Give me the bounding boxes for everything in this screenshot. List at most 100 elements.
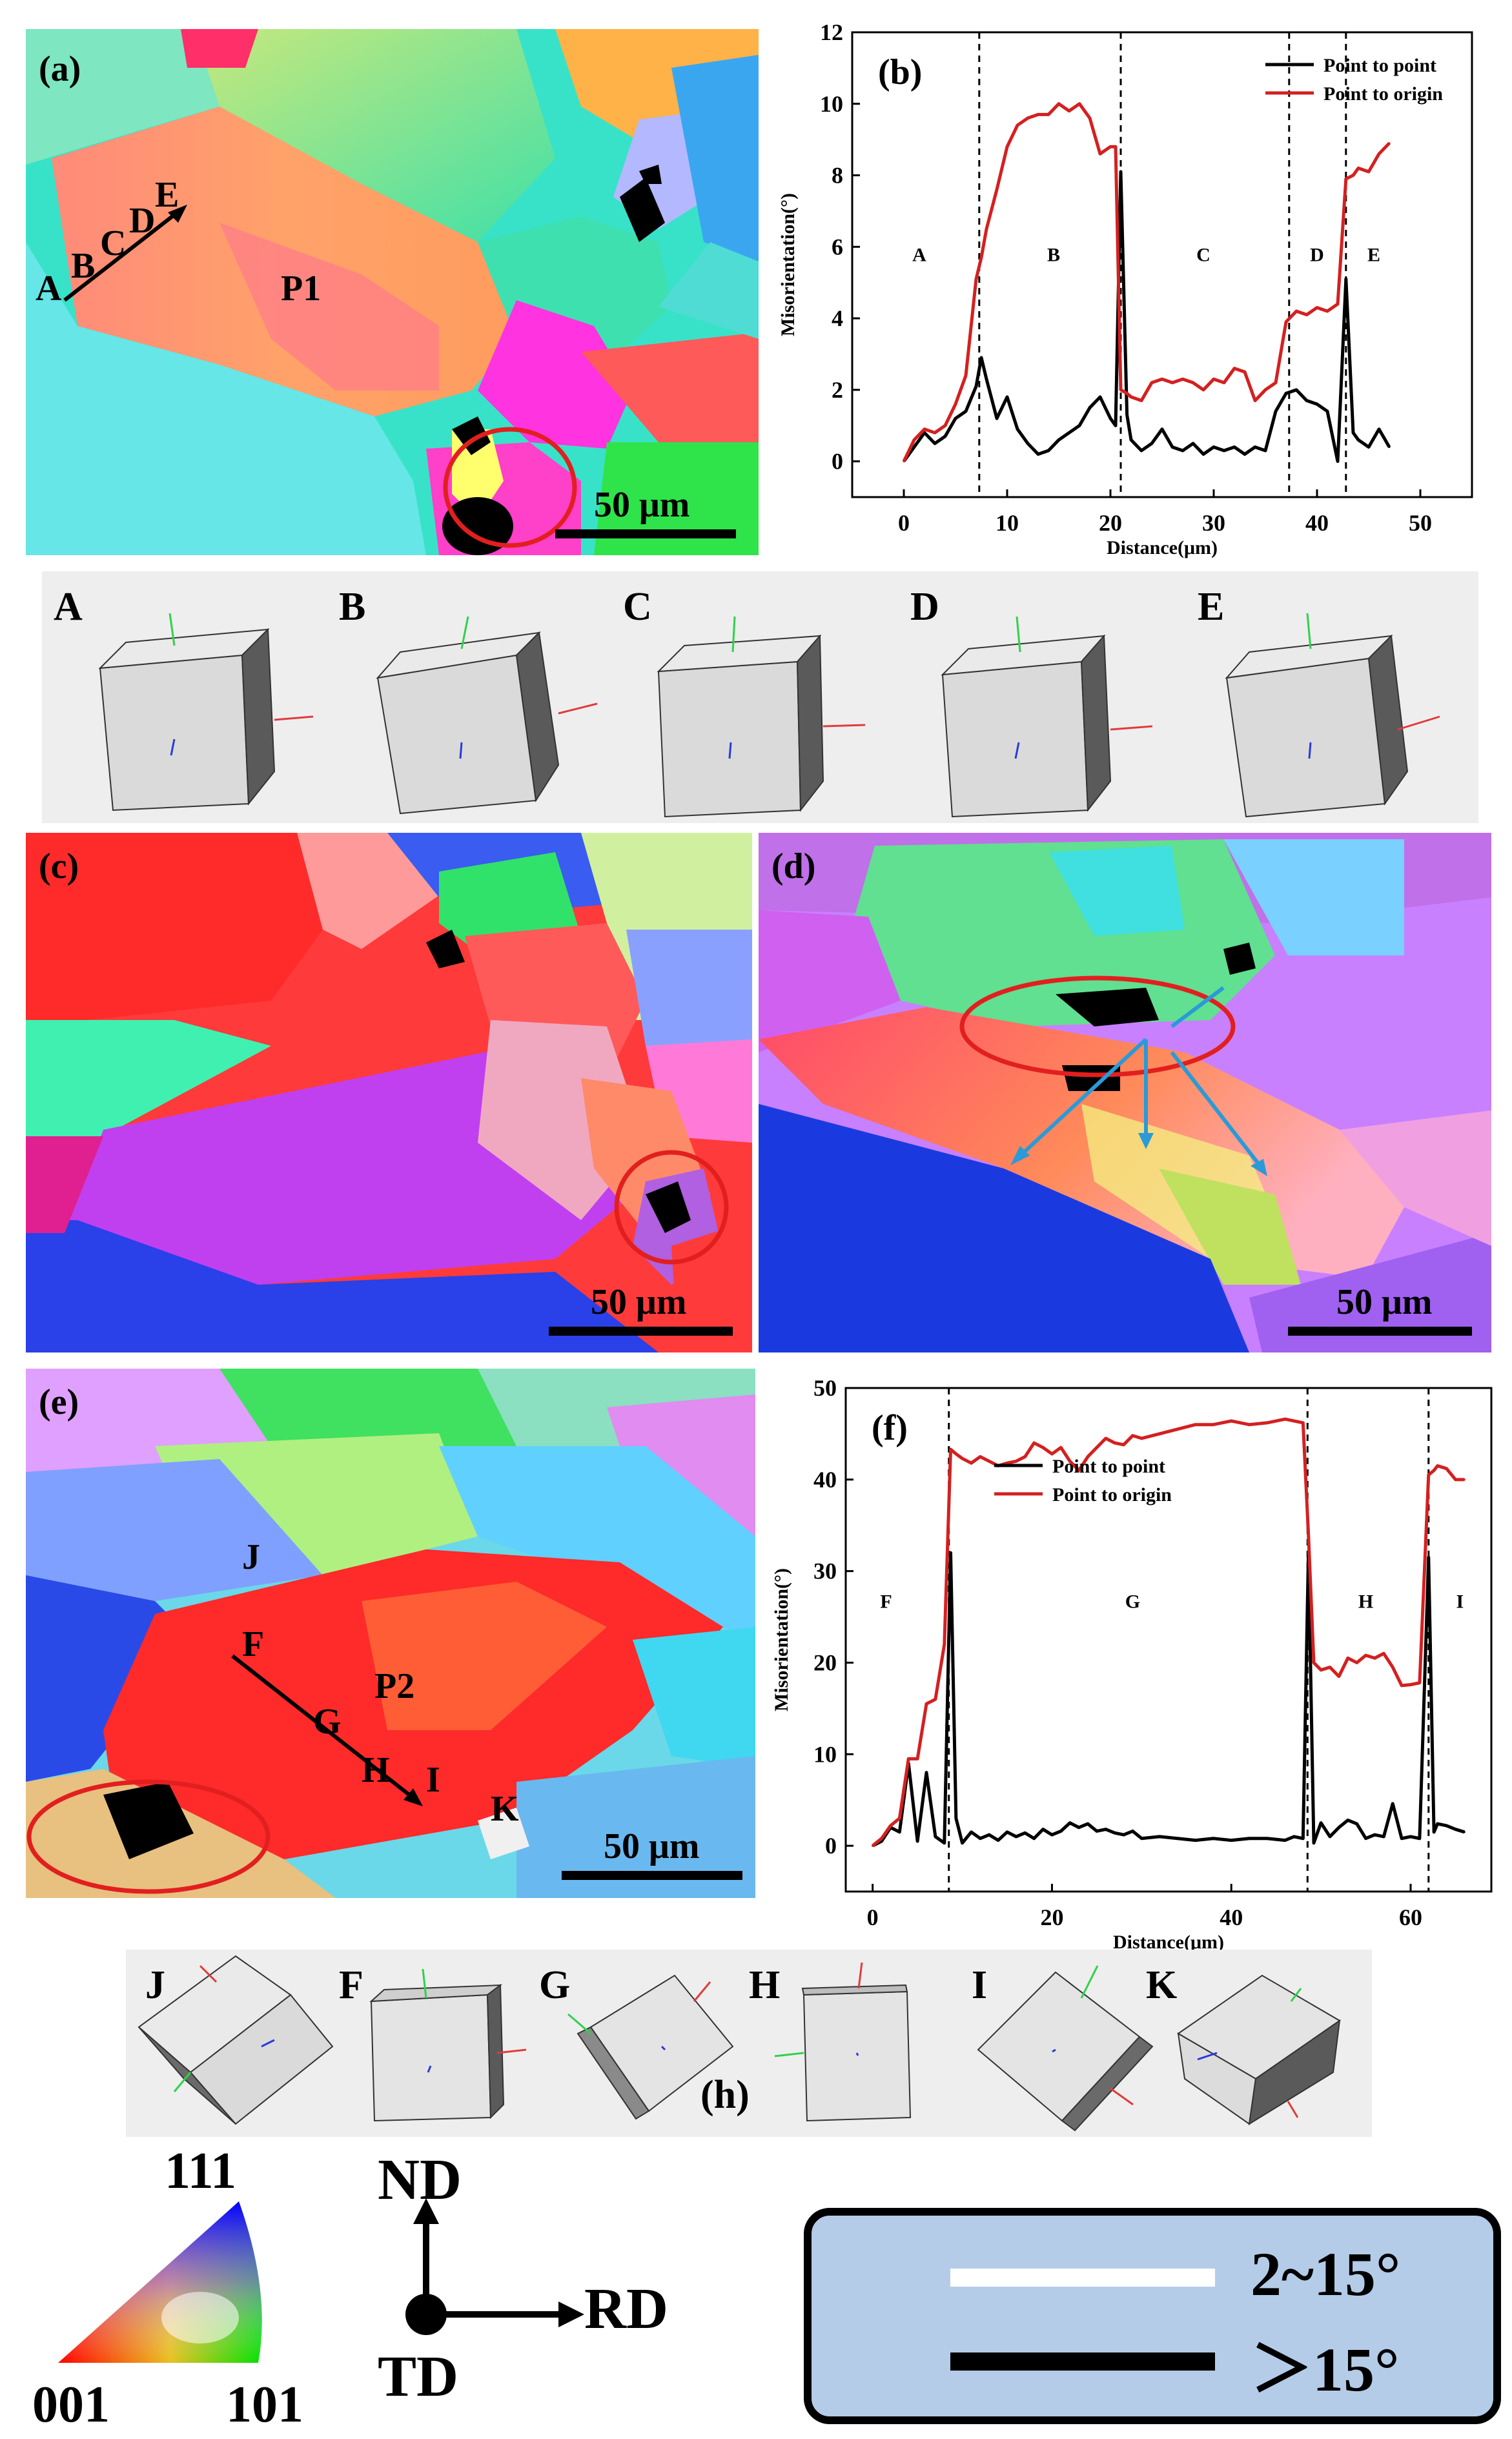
data-point bbox=[950, 1551, 952, 1554]
sample-axes: ND RD TD bbox=[362, 2148, 723, 2434]
plot-frame bbox=[844, 1387, 1493, 1893]
data-point bbox=[1329, 1835, 1331, 1838]
data-point bbox=[985, 378, 988, 380]
data-point bbox=[1254, 399, 1256, 402]
data-point bbox=[1068, 1460, 1071, 1462]
data-point bbox=[1150, 382, 1153, 384]
ebsd-map-a: A B C D E P1 50 μm (a) bbox=[26, 29, 759, 555]
data-point bbox=[1292, 1420, 1295, 1422]
data-point bbox=[907, 1757, 910, 1760]
data-point bbox=[1463, 1831, 1466, 1833]
data-point bbox=[1212, 378, 1215, 380]
data-point bbox=[1373, 1833, 1376, 1836]
series-line-point-to-point bbox=[872, 1551, 1466, 1848]
series-line-point-to-origin bbox=[872, 1417, 1465, 1848]
data-point bbox=[988, 1460, 990, 1462]
map-e-label-I: I bbox=[426, 1760, 440, 1800]
cube-label-K: K bbox=[1146, 1963, 1178, 2007]
data-point bbox=[1047, 449, 1050, 452]
data-point bbox=[1345, 278, 1347, 280]
x-tick-label: 40 bbox=[1305, 510, 1329, 536]
data-point bbox=[881, 1837, 883, 1840]
data-point bbox=[1433, 1469, 1435, 1472]
region-label: H bbox=[1358, 1591, 1373, 1612]
data-point bbox=[1338, 1826, 1340, 1829]
cube-I bbox=[977, 1965, 1154, 2132]
data-point bbox=[1006, 1462, 1008, 1464]
data-point bbox=[934, 431, 936, 434]
data-point bbox=[950, 1448, 952, 1451]
data-point bbox=[1356, 1822, 1358, 1825]
data-point bbox=[1126, 414, 1129, 416]
chart-b: 0 10 20 30 40 50 0 2 4 6 8 10 12 Distance(μm) Misorien… bbox=[762, 6, 1512, 575]
data-point bbox=[1114, 424, 1117, 427]
data-point bbox=[1320, 1822, 1322, 1824]
data-point bbox=[1123, 1444, 1125, 1446]
low-angle-boundary-line bbox=[950, 2269, 1215, 2287]
data-point bbox=[934, 1698, 937, 1700]
data-point bbox=[1016, 124, 1019, 127]
data-point bbox=[1096, 1830, 1098, 1832]
data-point bbox=[997, 1839, 999, 1842]
cube-label-C: C bbox=[623, 585, 652, 629]
data-point bbox=[1254, 445, 1256, 448]
ebsd-map-c: 50 μm (c) bbox=[26, 833, 752, 1352]
data-point bbox=[1131, 1434, 1134, 1437]
map-e-scale-label: 50 μm bbox=[604, 1826, 699, 1866]
data-point bbox=[980, 356, 983, 359]
data-point bbox=[1099, 152, 1101, 155]
data-point bbox=[1037, 113, 1039, 116]
data-point bbox=[1302, 1422, 1304, 1424]
data-point bbox=[1338, 1675, 1340, 1678]
cube-label-A: A bbox=[54, 585, 83, 629]
data-point bbox=[955, 1453, 957, 1455]
panel-label: (b) bbox=[878, 52, 922, 92]
map-a-label-A: A bbox=[36, 269, 62, 309]
data-point bbox=[1427, 1556, 1430, 1558]
ipf-label-001: 001 bbox=[32, 2376, 110, 2433]
data-point bbox=[979, 1455, 981, 1458]
data-point bbox=[1356, 1661, 1358, 1664]
data-point bbox=[1400, 1837, 1403, 1840]
data-point bbox=[1050, 1833, 1053, 1836]
cube-K bbox=[1177, 1974, 1341, 2125]
data-point bbox=[1378, 152, 1380, 155]
map-a-label-D: D bbox=[129, 201, 155, 241]
x-tick-label: 30 bbox=[1202, 510, 1225, 536]
data-point bbox=[961, 1842, 964, 1844]
data-point bbox=[1126, 392, 1129, 394]
cube-C bbox=[657, 616, 866, 818]
data-point bbox=[985, 228, 988, 230]
map-e-label-G: G bbox=[313, 1702, 342, 1742]
data-point bbox=[1446, 1467, 1448, 1470]
data-point bbox=[1068, 1822, 1071, 1824]
orientation-cubes-row-2: J F G H I K (h) bbox=[126, 1950, 1372, 2137]
map-c-scale-label: 50 μm bbox=[591, 1282, 686, 1322]
data-point bbox=[1114, 1442, 1116, 1444]
data-point bbox=[923, 428, 926, 431]
data-point bbox=[1233, 445, 1236, 448]
data-point bbox=[1096, 1446, 1098, 1449]
y-tick-label: 12 bbox=[820, 19, 843, 45]
y-axis-label: Misorientation(°) bbox=[777, 193, 799, 336]
data-point bbox=[954, 417, 957, 420]
data-point bbox=[1382, 1835, 1385, 1838]
data-point bbox=[1130, 438, 1132, 441]
data-point bbox=[1352, 431, 1354, 434]
data-point bbox=[1088, 407, 1091, 409]
data-point bbox=[1131, 1830, 1134, 1832]
data-point bbox=[1059, 1830, 1062, 1832]
data-point bbox=[1316, 306, 1318, 309]
cube-label-B: B bbox=[339, 585, 366, 629]
data-point bbox=[1316, 403, 1318, 405]
data-point bbox=[970, 1831, 972, 1833]
panel-label-h: (h) bbox=[700, 2073, 750, 2117]
y-tick-label: 0 bbox=[825, 1833, 837, 1859]
data-point bbox=[1059, 1446, 1062, 1449]
data-point bbox=[1230, 1420, 1232, 1422]
data-point bbox=[1463, 1478, 1466, 1481]
panel-label-e: (e) bbox=[39, 1382, 79, 1422]
data-point bbox=[1078, 424, 1081, 427]
data-point bbox=[1347, 1819, 1349, 1821]
data-point bbox=[1365, 1654, 1367, 1657]
